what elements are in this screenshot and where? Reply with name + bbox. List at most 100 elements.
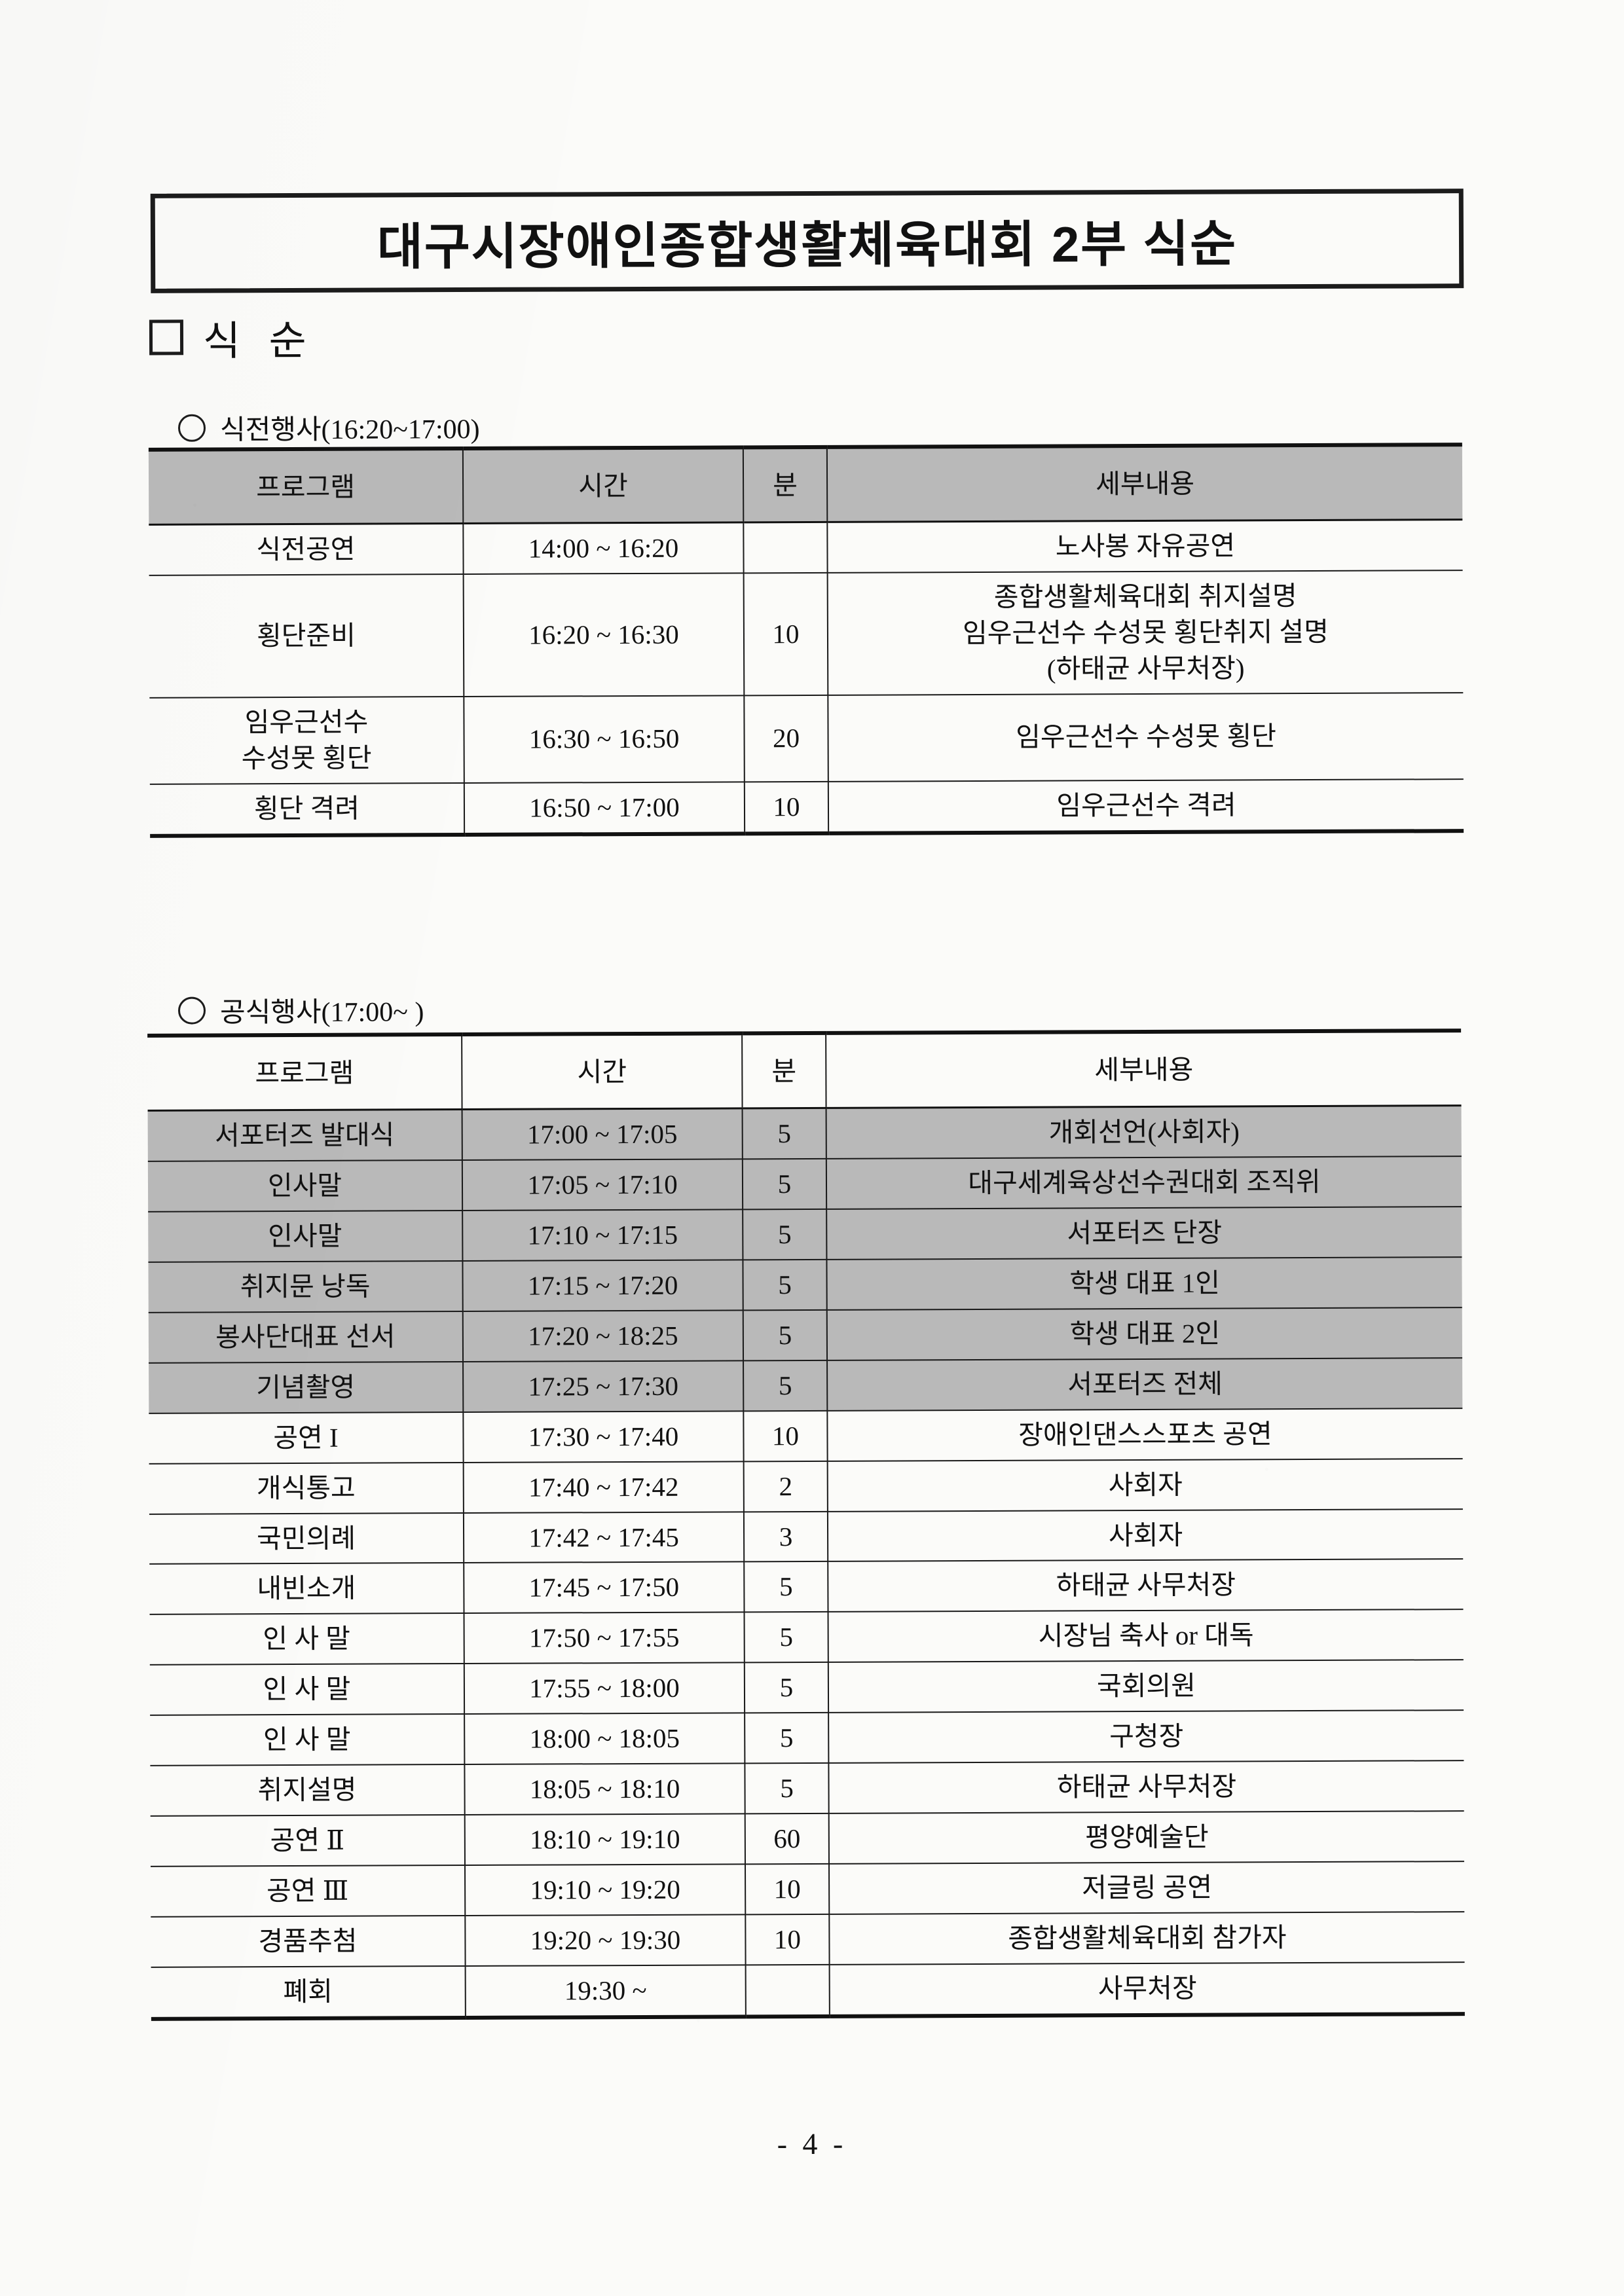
cell-minutes	[743, 522, 828, 574]
cell-program: 개식통고	[149, 1462, 464, 1514]
cell-minutes	[745, 1964, 830, 2017]
cell-minutes: 5	[744, 1561, 828, 1613]
table-row: 인사말 17:10 ~ 17:15 5 서포터즈 단장	[148, 1207, 1462, 1262]
column-header-detail: 세부내용	[826, 1030, 1462, 1108]
table-row: 횡단 격려 16:50 ~ 17:00 10 임우근선수 격려	[149, 778, 1464, 836]
section-label-text: 식전행사(16:20~17:00)	[219, 414, 480, 446]
schedule-table-pre-event: 프로그램 시간 분 세부내용 식전공연 14:00 ~ 16:20 노사봉 자유공연…	[148, 443, 1464, 837]
cell-program: 횡단 격려	[149, 782, 465, 836]
cell-time: 17:55 ~ 18:00	[464, 1662, 745, 1715]
table-row: 내빈소개 17:45 ~ 17:50 5 하태균 사무처장	[149, 1559, 1464, 1615]
cell-program: 횡단준비	[149, 574, 464, 698]
cell-time: 17:00 ~ 17:05	[462, 1108, 743, 1160]
cell-detail: 대구세계육상선수권대회 조직위	[826, 1156, 1462, 1209]
page-number-footer: - 4 -	[777, 2126, 847, 2161]
cell-program: 식전공연	[149, 523, 464, 575]
cell-time: 16:20 ~ 16:30	[463, 573, 745, 697]
cell-minutes: 3	[743, 1511, 828, 1562]
cell-minutes: 20	[744, 695, 828, 782]
cell-time: 17:10 ~ 17:15	[462, 1209, 743, 1261]
cell-program: 경품추첨	[151, 1916, 466, 1967]
cell-minutes: 5	[742, 1108, 826, 1159]
cell-program: 내빈소개	[149, 1563, 464, 1615]
cell-time: 17:42 ~ 17:45	[463, 1511, 745, 1563]
table-row: 취지문 낭독 17:15 ~ 17:20 5 학생 대표 1인	[148, 1256, 1462, 1313]
table-row: 기념촬영 17:25 ~ 17:30 5 서포터즈 전체	[149, 1357, 1463, 1413]
table-row: 인 사 말 17:55 ~ 18:00 5 국회의원	[149, 1660, 1464, 1716]
column-header-minutes: 분	[743, 446, 828, 522]
cell-detail: 평양예술단	[828, 1811, 1464, 1864]
table-row: 인 사 말 18:00 ~ 18:05 5 구청장	[150, 1710, 1464, 1766]
cell-time: 17:25 ~ 17:30	[463, 1360, 744, 1412]
cell-program: 국민의례	[149, 1512, 464, 1565]
cell-program: 공연 I	[149, 1412, 464, 1464]
cell-detail: 학생 대표 1인	[826, 1256, 1462, 1310]
cell-minutes: 5	[744, 1612, 828, 1663]
table-row: 식전공연 14:00 ~ 16:20 노사봉 자유공연	[149, 519, 1463, 575]
cell-program: 기념촬영	[149, 1361, 464, 1413]
cell-detail: 사회자	[827, 1508, 1464, 1562]
table-row: 경품추첨 19:20 ~ 19:30 10 종합생활체육대회 참가자	[151, 1912, 1465, 1967]
table-row: 인사말 17:05 ~ 17:10 5 대구세계육상선수권대회 조직위	[147, 1156, 1462, 1212]
table-row: 공연 I 17:30 ~ 17:40 10 장애인댄스스포츠 공연	[149, 1408, 1463, 1464]
cell-detail: 서포터즈 단장	[826, 1207, 1462, 1260]
square-bullet-icon	[149, 319, 184, 355]
table-row: 서포터즈 발대식 17:00 ~ 17:05 5 개회선언(사회자)	[147, 1105, 1462, 1161]
cell-minutes: 10	[745, 1863, 830, 1915]
table-row: 봉사단대표 선서 17:20 ~ 18:25 5 학생 대표 2인	[148, 1307, 1463, 1363]
cell-program: 인사말	[147, 1159, 463, 1212]
table-row: 국민의례 17:42 ~ 17:45 3 사회자	[149, 1508, 1464, 1565]
table-row: 폐회 19:30 ~ 사무처장	[151, 1962, 1465, 2019]
table-row: 취지설명 18:05 ~ 18:10 5 하태균 사무처장	[150, 1760, 1464, 1816]
document-title-box: 대구시장애인종합생활체육대회 2부 식순	[150, 189, 1464, 293]
cell-detail: 사회자	[827, 1458, 1463, 1512]
cell-minutes: 10	[743, 572, 828, 696]
cell-detail: 학생 대표 2인	[826, 1307, 1463, 1360]
cell-detail: 저글링 공연	[828, 1861, 1465, 1914]
cell-minutes: 5	[743, 1209, 827, 1260]
cell-minutes: 5	[743, 1360, 828, 1411]
page-title: 대구시장애인종합생활체육대회 2부 식순	[377, 216, 1238, 276]
cell-minutes: 10	[744, 781, 829, 833]
cell-detail: 사무처장	[829, 1962, 1465, 2016]
column-header-program: 프로그램	[148, 448, 464, 525]
cell-program: 인 사 말	[150, 1714, 465, 1766]
column-header-time: 시간	[462, 1033, 743, 1110]
cell-time: 18:05 ~ 18:10	[464, 1763, 745, 1815]
table-row: 공연 Ⅲ 19:10 ~ 19:20 10 저글링 공연	[150, 1861, 1465, 1917]
table-row: 공연 Ⅱ 18:10 ~ 19:10 60 평양예술단	[150, 1811, 1464, 1867]
cell-minutes: 5	[745, 1763, 829, 1814]
cell-program: 서포터즈 발대식	[147, 1109, 462, 1161]
cell-time: 17:40 ~ 17:42	[463, 1461, 744, 1513]
table-header-row: 프로그램 시간 분 세부내용	[147, 1030, 1462, 1111]
cell-detail: 장애인댄스스포츠 공연	[827, 1408, 1463, 1461]
cell-minutes: 10	[745, 1914, 830, 1965]
cell-time: 17:15 ~ 17:20	[462, 1260, 743, 1311]
cell-detail: 시장님 축사 or 대독	[828, 1609, 1464, 1663]
cell-program: 임우근선수 수성못 횡단	[149, 696, 464, 784]
cell-minutes: 10	[743, 1410, 828, 1461]
section-label-pre-event: 식전행사(16:20~17:00)	[177, 407, 480, 448]
cell-minutes: 2	[743, 1461, 828, 1512]
table-header-row: 프로그램 시간 분 세부내용	[148, 445, 1463, 525]
cell-program: 봉사단대표 선서	[148, 1311, 464, 1363]
cell-minutes: 5	[745, 1713, 829, 1764]
section-label-text: 공식행사(17:00~ )	[219, 997, 424, 1029]
cell-program: 인 사 말	[149, 1613, 464, 1666]
column-header-program: 프로그램	[147, 1034, 462, 1111]
cell-detail: 임우근선수 격려	[828, 778, 1464, 833]
document-heading-label: 식 순	[202, 319, 316, 365]
cell-detail: 임우근선수 수성못 횡단	[828, 692, 1464, 782]
table-row: 횡단준비 16:20 ~ 16:30 10 종합생활체육대회 취지설명 임우근선수 수성…	[149, 570, 1464, 698]
cell-detail: 종합생활체육대회 취지설명 임우근선수 수성못 횡단취지 설명 (하태균 사무처장)	[827, 570, 1464, 695]
circle-bullet-icon	[177, 414, 206, 442]
circle-bullet-icon	[177, 996, 206, 1025]
cell-time: 17:30 ~ 17:40	[463, 1410, 744, 1463]
schedule-table-official-event: 프로그램 시간 분 세부내용 서포터즈 발대식 17:00 ~ 17:05 5 개회선…	[147, 1029, 1465, 2021]
cell-detail: 구청장	[828, 1710, 1464, 1764]
column-header-time: 시간	[462, 447, 744, 524]
table-row: 인 사 말 17:50 ~ 17:55 5 시장님 축사 or 대독	[149, 1609, 1464, 1666]
table-row: 개식통고 17:40 ~ 17:42 2 사회자	[149, 1458, 1463, 1514]
cell-time: 17:05 ~ 17:10	[462, 1159, 743, 1211]
